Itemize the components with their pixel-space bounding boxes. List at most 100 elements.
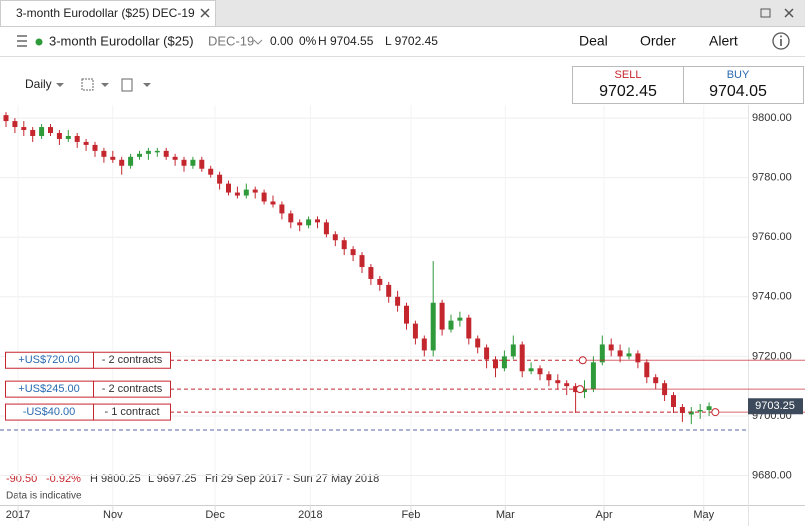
menu-icon[interactable] xyxy=(17,35,27,47)
x-tick-label: 2018 xyxy=(298,509,322,521)
position-size[interactable]: - 2 contracts xyxy=(102,354,163,366)
y-tick-label: 9720.00 xyxy=(752,350,792,362)
position-pnl[interactable]: +US$245.00 xyxy=(18,383,79,395)
size-box xyxy=(93,351,171,369)
market-name: 3-month Eurodollar ($25) xyxy=(49,33,194,48)
candle-body xyxy=(573,386,579,393)
candle-body xyxy=(163,150,169,157)
candle-body xyxy=(208,168,214,175)
candle-body xyxy=(395,296,401,306)
candle-body xyxy=(12,121,18,128)
candle-body xyxy=(48,127,53,133)
candle-body xyxy=(101,150,107,157)
candle-body xyxy=(706,406,712,410)
entry-marker xyxy=(711,408,720,417)
candle-body xyxy=(697,409,703,412)
info-icon[interactable] xyxy=(772,32,790,50)
candle-body xyxy=(519,344,525,372)
x-tick-label: May xyxy=(693,509,714,521)
candle-body xyxy=(270,201,276,205)
candle-body xyxy=(110,156,116,160)
candle-body xyxy=(421,338,427,351)
x-tick-label: Nov xyxy=(103,509,123,521)
order-button[interactable]: Order xyxy=(640,33,676,49)
tools-icon[interactable] xyxy=(121,78,133,92)
position-size[interactable]: - 2 contracts xyxy=(102,383,163,395)
maximize-icon[interactable] xyxy=(760,8,771,18)
candle-body xyxy=(56,132,62,139)
candle-body xyxy=(617,350,623,357)
sell-price[interactable]: 9702.45 xyxy=(599,83,657,100)
candle-body xyxy=(119,159,125,166)
change: 0.00 xyxy=(270,34,294,48)
candle-body xyxy=(635,353,641,363)
position-pnl[interactable]: -US$40.00 xyxy=(23,406,76,418)
low: L 9702.45 xyxy=(385,34,438,48)
size-box xyxy=(93,403,171,421)
tools-arrow[interactable] xyxy=(143,83,151,87)
candle-body xyxy=(21,127,27,131)
candle-body xyxy=(297,222,303,226)
price-tag xyxy=(748,398,803,415)
candle-body xyxy=(199,159,205,169)
candle-body xyxy=(679,407,685,413)
tab[interactable] xyxy=(0,0,216,27)
candle-body xyxy=(564,383,570,387)
window-close[interactable] xyxy=(784,8,794,18)
candle-body xyxy=(671,395,676,408)
tab-expiry: DEC-19 xyxy=(152,6,195,20)
candle-body xyxy=(154,150,160,153)
candle-body xyxy=(315,219,320,223)
tab-title: 3-month Eurodollar ($25) xyxy=(16,6,149,20)
tab-close[interactable] xyxy=(200,8,210,18)
candle-body xyxy=(377,278,383,285)
candle-body xyxy=(501,356,507,369)
status-dot xyxy=(35,38,43,46)
position-pnl[interactable]: +US$720.00 xyxy=(18,354,79,366)
candle-body xyxy=(234,192,240,196)
candle-body xyxy=(386,284,392,297)
interval-arrow[interactable] xyxy=(56,83,64,87)
position-size[interactable]: - 1 contract xyxy=(104,406,159,418)
candle-body xyxy=(653,377,659,384)
candle-body xyxy=(323,222,329,235)
candle-body xyxy=(137,153,142,157)
candle-body xyxy=(590,362,596,390)
alert-button[interactable]: Alert xyxy=(709,33,738,49)
candle-body xyxy=(306,219,312,226)
interval[interactable]: Daily xyxy=(25,77,52,91)
entry-marker xyxy=(576,385,585,394)
candle-body xyxy=(644,362,650,378)
sell-label[interactable]: SELL xyxy=(615,69,642,81)
candle-body xyxy=(688,411,694,415)
buy-price[interactable]: 9704.05 xyxy=(709,83,767,100)
candle-body xyxy=(475,338,481,348)
entry-marker xyxy=(578,356,587,365)
expiry-arrow[interactable] xyxy=(253,39,263,45)
candle-body xyxy=(466,317,472,339)
high: H 9704.55 xyxy=(318,34,374,48)
chart-type-arrow[interactable] xyxy=(101,83,109,87)
candle-body xyxy=(181,159,187,166)
chart-type-icon[interactable] xyxy=(81,78,94,91)
stat-range: Fri 29 Sep 2017 - Sun 27 May 2018 xyxy=(205,473,379,485)
x-tick-label: Mar xyxy=(496,509,515,521)
candle-body xyxy=(190,159,196,166)
candle-body xyxy=(39,127,45,136)
x-tick-label: Feb xyxy=(401,509,420,521)
candle-body xyxy=(145,150,151,154)
y-tick-label: 9740.00 xyxy=(752,291,792,303)
candle-body xyxy=(65,135,71,139)
candle-body xyxy=(484,347,490,360)
deal-button[interactable]: Deal xyxy=(579,33,608,49)
buy-label[interactable]: BUY xyxy=(727,69,750,81)
candle-body xyxy=(252,189,258,193)
y-tick-label: 9800.00 xyxy=(752,112,792,124)
candle-body xyxy=(332,234,338,241)
candle-body xyxy=(350,249,356,256)
x-tick-label: 2017 xyxy=(6,509,30,521)
candle-body xyxy=(92,144,98,151)
x-tick-label: Dec xyxy=(205,509,225,521)
expiry[interactable]: DEC-19 xyxy=(208,33,254,48)
candle-body xyxy=(555,380,561,384)
